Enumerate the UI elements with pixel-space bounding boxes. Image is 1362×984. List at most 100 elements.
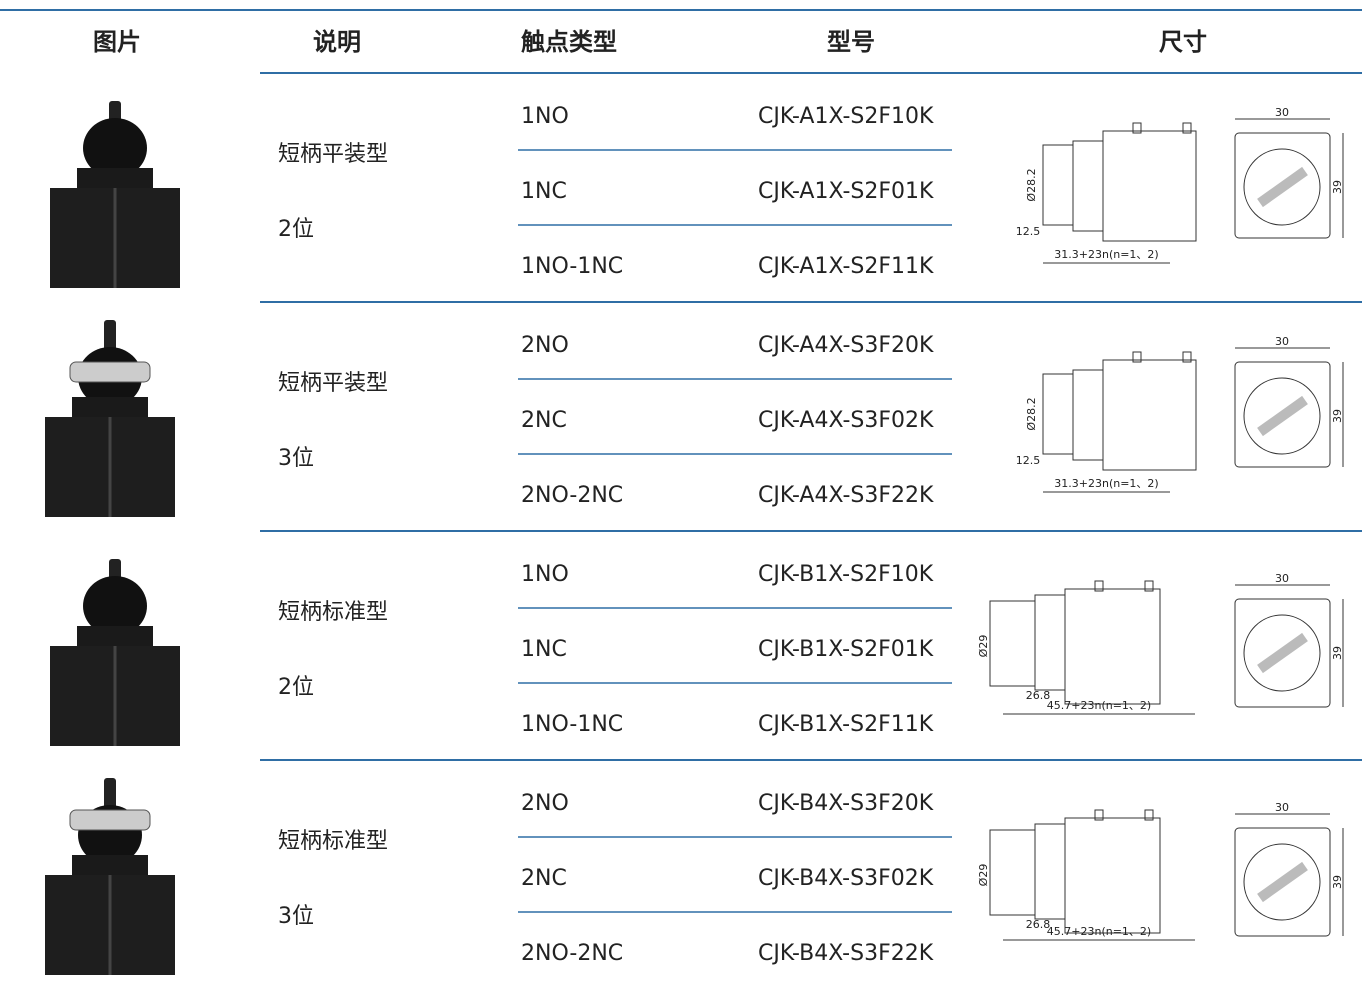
dimension-label: 31.3+23n(n=1、2) <box>1054 248 1158 261</box>
product-image <box>45 778 175 975</box>
dimension-label: 26.8 <box>1026 689 1051 702</box>
description: 3位 <box>278 904 314 929</box>
body-top <box>77 168 153 188</box>
dimension-label: 12.5 <box>1016 454 1041 467</box>
body-top <box>72 397 148 417</box>
contact-type: 1NO <box>521 104 569 129</box>
dimension-label: Ø28.2 <box>1025 168 1038 201</box>
housing <box>1064 817 1161 934</box>
contact-type: 2NC <box>521 866 567 891</box>
contact-type: 2NO-2NC <box>521 941 623 966</box>
front-frame <box>1234 827 1331 937</box>
front-lever <box>1257 861 1308 903</box>
description: 短柄平装型 <box>278 142 388 167</box>
description: 短柄平装型 <box>278 371 388 396</box>
description: 短柄标准型 <box>278 829 388 854</box>
front-lever <box>1257 395 1308 437</box>
contact-type: 1NC <box>521 179 567 204</box>
contact-type: 1NO-1NC <box>521 254 623 279</box>
collar <box>1034 823 1066 920</box>
model: CJK-A4X-S3F22K <box>758 483 934 508</box>
front-knob <box>1243 148 1321 226</box>
dimension-label: 39 <box>1331 646 1344 660</box>
front-frame <box>1234 598 1331 708</box>
contact-type: 2NO <box>521 791 569 816</box>
pin-left <box>1132 351 1142 363</box>
model: CJK-B1X-S2F11K <box>758 712 934 737</box>
dimension-label: 39 <box>1331 409 1344 423</box>
front-frame <box>1234 132 1331 239</box>
dimension-label: 31.3+23n(n=1、2) <box>1054 477 1158 490</box>
model: CJK-A4X-S3F20K <box>758 333 934 358</box>
description: 2位 <box>278 675 314 700</box>
dimension-label: 39 <box>1331 180 1344 194</box>
model: CJK-B4X-S3F02K <box>758 866 934 891</box>
pin-right <box>1182 122 1192 134</box>
collar <box>1072 140 1104 232</box>
model: CJK-B1X-S2F10K <box>758 562 934 587</box>
model: CJK-A1X-S2F11K <box>758 254 934 279</box>
contact-type: 2NO-2NC <box>521 483 623 508</box>
housing <box>1102 130 1197 242</box>
product-image <box>50 559 180 746</box>
model: CJK-B4X-S3F22K <box>758 941 934 966</box>
description: 3位 <box>278 446 314 471</box>
dimension-label: 45.7+23n(n=1、2) <box>1047 699 1151 712</box>
model: CJK-B4X-S3F20K <box>758 791 934 816</box>
front-cap <box>1042 373 1074 455</box>
contact-type: 2NC <box>521 408 567 433</box>
pin-right <box>1182 351 1192 363</box>
dimension-label: Ø29 <box>977 635 990 658</box>
dimension-label: 39 <box>1331 875 1344 889</box>
front-view <box>1234 361 1331 468</box>
model: CJK-A1X-S2F01K <box>758 179 934 204</box>
column-header: 说明 <box>313 28 361 56</box>
dimension-label: 45.7+23n(n=1、2) <box>1047 925 1151 938</box>
description: 短柄标准型 <box>278 600 388 625</box>
dimension-label: 30 <box>1275 335 1289 348</box>
front-knob <box>1243 377 1321 455</box>
knob <box>83 118 147 178</box>
pin-right <box>1144 809 1154 821</box>
body-top <box>77 626 153 646</box>
front-view <box>1234 827 1331 937</box>
collar <box>1072 369 1104 461</box>
product-image <box>45 320 175 517</box>
front-view <box>1234 598 1331 708</box>
contact-type: 2NO <box>521 333 569 358</box>
front-knob <box>1243 843 1321 921</box>
column-header: 触点类型 <box>521 28 617 56</box>
column-header: 尺寸 <box>1159 28 1207 56</box>
column-header: 型号 <box>827 28 875 56</box>
dimension-label: 26.8 <box>1026 918 1051 931</box>
dimension-drawing <box>1042 118 1344 264</box>
description: 2位 <box>278 217 314 242</box>
product-image <box>50 101 180 288</box>
front-cap <box>1042 144 1074 226</box>
dimension-label: 30 <box>1275 572 1289 585</box>
pin-left <box>1094 809 1104 821</box>
bezel-ring <box>69 809 151 831</box>
model: CJK-B1X-S2F01K <box>758 637 934 662</box>
contact-type: 1NO-1NC <box>521 712 623 737</box>
model: CJK-A4X-S3F02K <box>758 408 934 433</box>
pin-left <box>1132 122 1142 134</box>
contact-type: 1NC <box>521 637 567 662</box>
housing <box>1064 588 1161 705</box>
front-lever <box>1257 632 1308 674</box>
dimension-label: Ø28.2 <box>1025 397 1038 430</box>
front-cap <box>989 829 1036 916</box>
pin-right <box>1144 580 1154 592</box>
dimension-label: 30 <box>1275 106 1289 119</box>
dimension-label: Ø29 <box>977 864 990 887</box>
dimension-drawing <box>989 809 1344 941</box>
front-lever <box>1257 166 1308 208</box>
model: CJK-A1X-S2F10K <box>758 104 934 129</box>
pin-left <box>1094 580 1104 592</box>
body-top <box>72 855 148 875</box>
front-cap <box>989 600 1036 687</box>
dimension-drawing <box>1042 347 1344 493</box>
dimension-drawing <box>989 580 1344 715</box>
